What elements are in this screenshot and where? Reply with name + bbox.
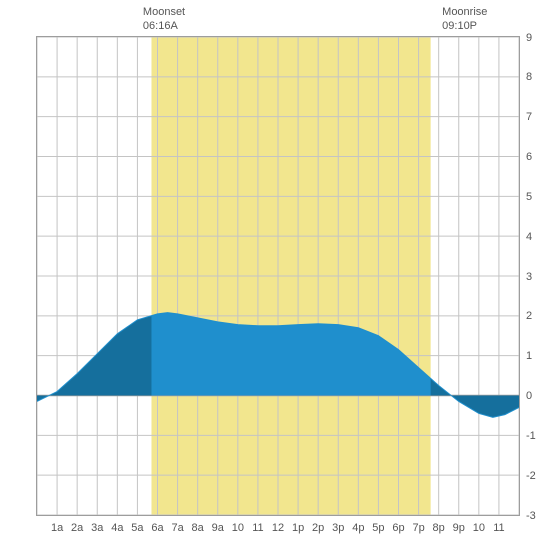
y-tick-label: 9 (526, 32, 532, 44)
x-tick-label: 5a (131, 522, 143, 534)
x-tick-label: 12 (272, 522, 284, 534)
y-tick-label: 3 (526, 271, 532, 283)
x-tick-label: 2a (71, 522, 83, 534)
x-tick-label: 4p (352, 522, 364, 534)
y-tick-label: 7 (526, 111, 532, 123)
x-tick-label: 9p (453, 522, 465, 534)
x-tick-label: 8a (192, 522, 204, 534)
x-tick-label: 10 (473, 522, 485, 534)
x-tick-label: 9a (212, 522, 224, 534)
x-tick-label: 2p (312, 522, 324, 534)
x-tick-label: 8p (433, 522, 445, 534)
y-tick-label: 2 (526, 310, 532, 322)
y-tick-label: -3 (526, 510, 536, 522)
x-tick-label: 5p (372, 522, 384, 534)
plot-area (36, 36, 520, 516)
x-tick-label: 7a (171, 522, 183, 534)
x-tick-label: 1a (51, 522, 63, 534)
x-tick-label: 3a (91, 522, 103, 534)
y-tick-label: 4 (526, 231, 532, 243)
tide-chart: Moonset 06:16A Moonrise 09:10P -3-2-1012… (0, 0, 550, 550)
x-tick-label: 11 (493, 522, 504, 534)
x-tick-label: 10 (232, 522, 244, 534)
x-tick-label: 3p (332, 522, 344, 534)
x-tick-label: 6p (392, 522, 404, 534)
x-tick-label: 4a (111, 522, 123, 534)
x-tick-label: 7p (412, 522, 424, 534)
chart-svg (37, 37, 519, 515)
moonset-label: Moonset 06:16A (143, 6, 185, 34)
moonrise-label: Moonrise 09:10P (442, 6, 487, 34)
y-tick-label: -2 (526, 470, 536, 482)
y-tick-label: -1 (526, 430, 536, 442)
x-tick-label: 6a (151, 522, 163, 534)
y-tick-label: 6 (526, 151, 532, 163)
x-tick-label: 1p (292, 522, 304, 534)
y-tick-label: 8 (526, 71, 532, 83)
y-tick-label: 5 (526, 191, 532, 203)
y-tick-label: 1 (526, 350, 532, 362)
y-tick-label: 0 (526, 390, 532, 402)
x-tick-label: 11 (252, 522, 263, 534)
